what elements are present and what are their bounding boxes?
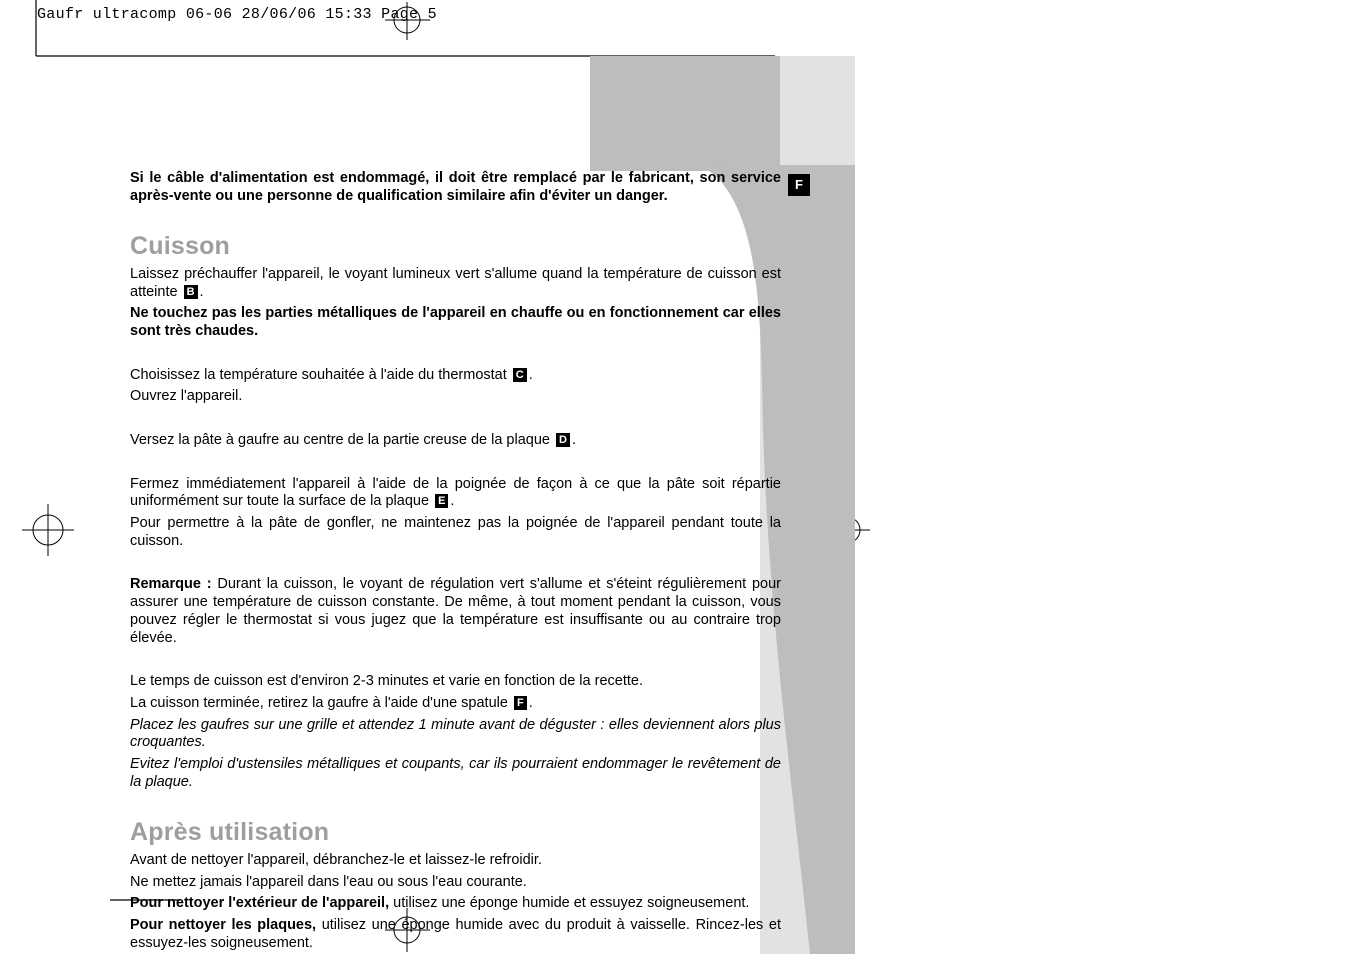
apres-p3-text: utilisez une éponge humide et essuyez so…	[389, 895, 749, 911]
cuisson-p9: Le temps de cuisson est d'environ 2-3 mi…	[130, 673, 781, 691]
heading-cuisson: Cuisson	[130, 231, 781, 262]
cuisson-p11: Placez les gaufres sur une grille et att…	[130, 717, 781, 752]
cuisson-p7: Pour permettre à la pâte de gonfler, ne …	[130, 515, 781, 550]
ref-e: E	[435, 494, 448, 508]
cuisson-p3-tail: .	[529, 367, 533, 383]
cuisson-p1: Laissez préchauffer l'appareil, le voyan…	[130, 266, 781, 301]
apres-p4-label: Pour nettoyer les plaques,	[130, 917, 316, 933]
ref-c: C	[513, 368, 527, 382]
ref-f: F	[514, 696, 527, 710]
ref-d: D	[556, 433, 570, 447]
cuisson-remarque-text: Durant la cuisson, le voyant de régulati…	[130, 576, 781, 645]
language-tab-f: F	[788, 174, 810, 196]
heading-apres: Après utilisation	[130, 817, 781, 848]
cuisson-p10-tail: .	[529, 695, 533, 711]
body-text-column: Si le câble d'alimentation est endommagé…	[130, 170, 781, 954]
apres-p3: Pour nettoyer l'extérieur de l'appareil,…	[130, 895, 781, 913]
cuisson-p3: Choisissez la température souhaitée à l'…	[130, 367, 781, 385]
apres-p2: Ne mettez jamais l'appareil dans l'eau o…	[130, 874, 781, 892]
cuisson-p10: La cuisson terminée, retirez la gaufre à…	[130, 695, 781, 713]
apres-p4: Pour nettoyer les plaques, utilisez une …	[130, 917, 781, 952]
cuisson-p5-tail: .	[572, 432, 576, 448]
cuisson-p2: Ne touchez pas les parties métalliques d…	[130, 305, 781, 340]
page: Gaufr ultracomp 06-06 28/06/06 15:33 Pag…	[0, 0, 1351, 954]
cuisson-p8: Remarque : Durant la cuisson, le voyant …	[130, 576, 781, 647]
cuisson-p4: Ouvrez l'appareil.	[130, 388, 781, 406]
cuisson-p12: Evitez l'emploi d'ustensiles métalliques…	[130, 756, 781, 791]
apres-p3-label: Pour nettoyer l'extérieur de l'appareil,	[130, 895, 389, 911]
ref-b: B	[184, 285, 198, 299]
cuisson-p3-text: Choisissez la température souhaitée à l'…	[130, 367, 511, 383]
cuisson-p6-text: Fermez immédiatement l'appareil à l'aide…	[130, 476, 781, 510]
apres-p1: Avant de nettoyer l'appareil, débranchez…	[130, 852, 781, 870]
cuisson-p5: Versez la pâte à gaufre au centre de la …	[130, 432, 781, 450]
cuisson-p1-tail: .	[200, 284, 204, 300]
cable-warning: Si le câble d'alimentation est endommagé…	[130, 170, 781, 205]
cuisson-p10-text: La cuisson terminée, retirez la gaufre à…	[130, 695, 512, 711]
cuisson-remarque-label: Remarque :	[130, 576, 212, 592]
cuisson-p6-tail: .	[450, 493, 454, 509]
gray-top-panel	[590, 56, 780, 171]
cuisson-p5-text: Versez la pâte à gaufre au centre de la …	[130, 432, 554, 448]
cuisson-p6: Fermez immédiatement l'appareil à l'aide…	[130, 476, 781, 511]
running-header: Gaufr ultracomp 06-06 28/06/06 15:33 Pag…	[37, 6, 437, 23]
cuisson-p1-text: Laissez préchauffer l'appareil, le voyan…	[130, 266, 781, 300]
